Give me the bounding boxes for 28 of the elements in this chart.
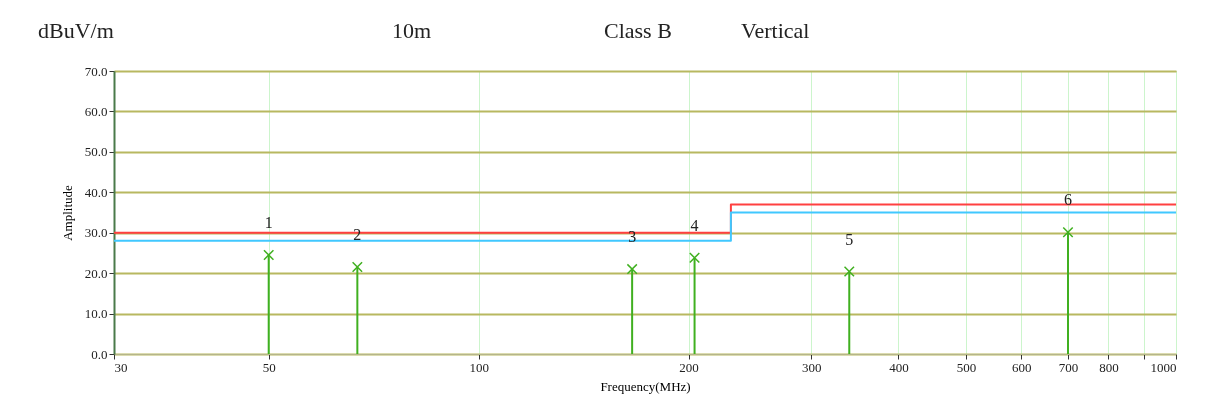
- y-tick-label: 30.0: [84, 225, 108, 241]
- x-axis-title: Frequency(MHz): [600, 378, 691, 394]
- x-tick-label: 400: [889, 359, 909, 375]
- text: 10m: [392, 18, 432, 44]
- annotation: 5: [845, 230, 854, 248]
- annotation: 4: [690, 216, 699, 234]
- y-tick-label: 20.0: [84, 265, 108, 281]
- x-tick-label: 50: [262, 359, 276, 375]
- y-tick-label: 70.0: [84, 63, 108, 79]
- text: Vertical: [741, 18, 810, 44]
- x-tick-label: 200: [679, 359, 699, 375]
- annotation: 1: [264, 213, 273, 231]
- y-tick-label: 40.0: [84, 184, 108, 200]
- text: Class B: [604, 18, 672, 44]
- y-tick-label: 0.0: [91, 346, 108, 362]
- x-tick-label: 600: [1012, 359, 1032, 375]
- y-tick-label: 10.0: [84, 306, 108, 322]
- y-axis-title: Amplitude: [59, 184, 75, 241]
- x-tick-label: 100: [469, 359, 489, 375]
- x-tick-label: 500: [956, 359, 977, 375]
- y-tick-label: 50.0: [84, 144, 108, 160]
- y-tick-label: 60.0: [84, 103, 108, 119]
- chart-title: dBuV/m: [38, 18, 114, 44]
- x-tick-label: 800: [1099, 359, 1119, 375]
- x-tick-label: 700: [1058, 359, 1079, 375]
- x-tick-label: 30: [114, 359, 128, 375]
- x-tick-label: 300: [802, 359, 822, 375]
- x-tick-label: 1000: [1150, 359, 1177, 375]
